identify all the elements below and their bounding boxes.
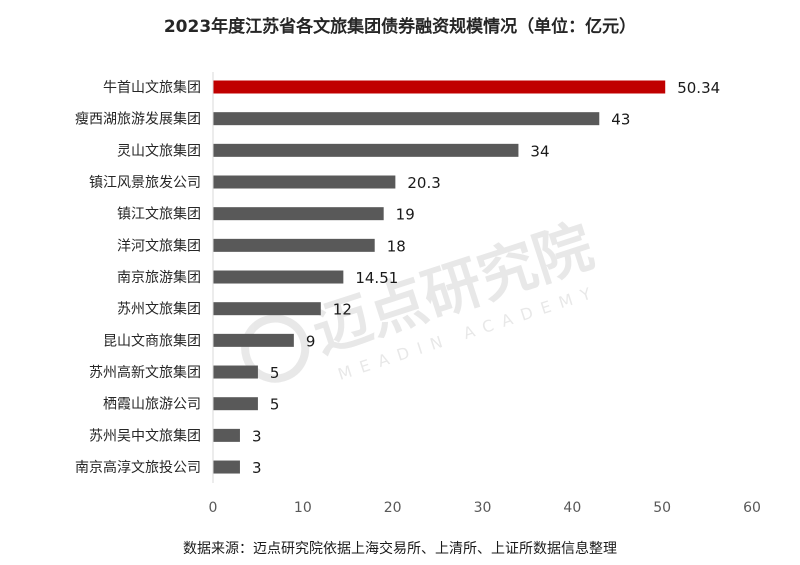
category-label: 镇江风景旅发公司 (89, 175, 201, 191)
source-note: 数据来源：迈点研究院依据上海交易所、上清所、上证所数据信息整理 (183, 540, 617, 557)
bar (213, 302, 321, 316)
category-label: 栖霞山旅游公司 (103, 397, 201, 413)
data-label: 5 (270, 364, 280, 382)
x-tick-label: 40 (563, 500, 581, 516)
bar (213, 112, 600, 126)
category-label: 昆山文商旅集团 (103, 332, 201, 349)
bar (213, 143, 519, 157)
category-label: 灵山文旅集团 (117, 142, 201, 159)
x-tick-label: 10 (294, 500, 312, 516)
data-label: 9 (306, 332, 316, 350)
category-label: 洋河文旅集团 (117, 237, 201, 254)
category-label: 瘦西湖旅游发展集团 (75, 111, 201, 128)
category-label: 苏州吴中文旅集团 (89, 427, 201, 444)
data-label: 18 (387, 237, 406, 255)
data-label: 34 (530, 142, 549, 160)
category-label: 牛首山文旅集团 (103, 79, 201, 96)
category-label: 镇江文旅集团 (117, 206, 201, 223)
bar (213, 365, 258, 379)
bar (213, 333, 294, 347)
data-label: 43 (611, 111, 630, 129)
category-label: 南京旅游集团 (117, 269, 201, 286)
x-tick-label: 60 (743, 500, 761, 516)
bar (213, 238, 375, 252)
category-label: 苏州文旅集团 (117, 301, 201, 318)
bar (213, 175, 396, 189)
data-label: 19 (396, 206, 415, 224)
bar (213, 428, 240, 442)
bar (213, 80, 666, 94)
watermark-logo-icon (241, 314, 310, 383)
data-label: 5 (270, 396, 280, 414)
data-label: 3 (252, 427, 262, 445)
data-label: 12 (333, 301, 352, 319)
data-label: 20.3 (407, 174, 440, 192)
category-label: 南京高淳文旅投公司 (75, 459, 201, 476)
bar (213, 460, 240, 474)
x-tick-label: 20 (384, 500, 402, 516)
chart-title: 2023年度江苏省各文旅集团债券融资规模情况（单位：亿元） (164, 16, 636, 37)
bar (213, 207, 384, 221)
bar (213, 397, 258, 411)
category-label: 苏州高新文旅集团 (89, 364, 201, 381)
x-tick-label: 30 (474, 500, 492, 516)
x-tick-label: 0 (209, 500, 218, 516)
data-label: 14.51 (355, 269, 398, 287)
data-label: 3 (252, 459, 262, 477)
x-tick-label: 50 (653, 500, 671, 516)
data-label: 50.34 (677, 79, 720, 97)
bar (213, 270, 344, 284)
